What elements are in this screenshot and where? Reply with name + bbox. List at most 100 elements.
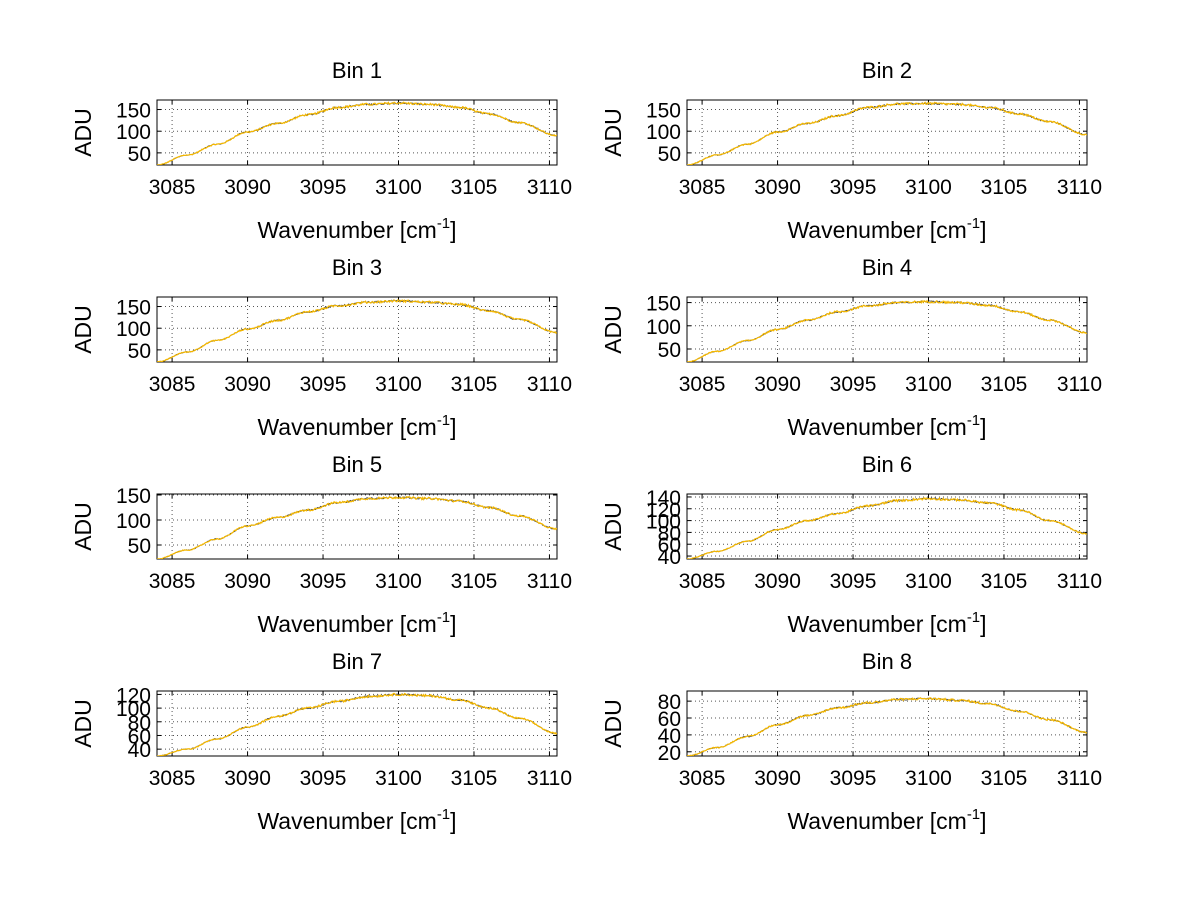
y-tick-label: 100 bbox=[116, 121, 151, 144]
y-tick-label: 50 bbox=[658, 143, 681, 166]
x-tick-label: 3110 bbox=[1057, 767, 1102, 790]
x-axis-label-close: ] bbox=[980, 611, 986, 637]
x-tick-label: 3110 bbox=[527, 570, 572, 593]
y-tick-label: 150 bbox=[116, 297, 151, 320]
x-axis-label: Wavenumber [cm-1] bbox=[787, 609, 986, 637]
y-tick-label: 150 bbox=[646, 100, 681, 123]
y-tick-label: 40 bbox=[658, 546, 681, 569]
x-tick-label: 3085 bbox=[149, 373, 196, 396]
series-line bbox=[157, 298, 557, 362]
x-tick-label: 3085 bbox=[149, 767, 196, 790]
x-tick-label: 3100 bbox=[375, 570, 422, 593]
axes-box bbox=[686, 296, 1088, 363]
x-axis-label: Wavenumber [cm-1] bbox=[257, 609, 456, 637]
y-tick-label: 100 bbox=[646, 511, 681, 534]
x-axis-label-main: Wavenumber [cm bbox=[257, 808, 436, 834]
y-tick-label: 60 bbox=[128, 725, 151, 748]
x-tick-label: 3105 bbox=[981, 373, 1028, 396]
series-line bbox=[687, 697, 1087, 756]
x-axis-label: Wavenumber [cm-1] bbox=[787, 215, 986, 243]
x-axis-label: Wavenumber [cm-1] bbox=[787, 806, 986, 834]
y-axis-label: ADU bbox=[70, 108, 96, 157]
x-tick-label: 3090 bbox=[754, 570, 801, 593]
x-tick-label: 3095 bbox=[830, 570, 877, 593]
x-axis-label-close: ] bbox=[980, 414, 986, 440]
y-axis-label: ADU bbox=[600, 699, 626, 748]
x-tick-label: 3110 bbox=[1057, 570, 1102, 593]
series-line bbox=[157, 692, 557, 756]
x-tick-label: 3095 bbox=[300, 570, 347, 593]
series-line bbox=[157, 495, 557, 559]
x-tick-label: 3110 bbox=[527, 176, 572, 199]
x-tick-label: 3105 bbox=[981, 570, 1028, 593]
axes-box bbox=[156, 99, 558, 166]
x-tick-label: 3090 bbox=[224, 767, 271, 790]
x-tick-label: 3085 bbox=[679, 767, 726, 790]
x-tick-label: 3090 bbox=[224, 570, 271, 593]
y-tick-label: 150 bbox=[646, 293, 681, 316]
x-axis-label: Wavenumber [cm-1] bbox=[257, 215, 456, 243]
y-axis-label: ADU bbox=[70, 305, 96, 354]
x-axis-label-close: ] bbox=[980, 808, 986, 834]
x-tick-label: 3105 bbox=[981, 767, 1028, 790]
subplot-title: Bin 8 bbox=[862, 649, 912, 674]
x-tick-label: 3110 bbox=[1057, 176, 1102, 199]
axes-box bbox=[156, 296, 558, 363]
x-axis-label: Wavenumber [cm-1] bbox=[257, 806, 456, 834]
y-tick-label: 100 bbox=[116, 510, 151, 533]
subplot-title: Bin 5 bbox=[332, 452, 382, 477]
y-tick-label: 100 bbox=[646, 121, 681, 144]
y-tick-label: 50 bbox=[128, 535, 151, 558]
subplot-title: Bin 4 bbox=[862, 255, 912, 280]
x-axis-label: Wavenumber [cm-1] bbox=[257, 412, 456, 440]
x-axis-label-sup: -1 bbox=[437, 609, 450, 626]
x-tick-label: 3085 bbox=[679, 176, 726, 199]
subplot-title: Bin 6 bbox=[862, 452, 912, 477]
subplot-title: Bin 1 bbox=[332, 58, 382, 83]
y-tick-label: 40 bbox=[128, 739, 151, 762]
series-line bbox=[157, 101, 557, 165]
x-tick-label: 3090 bbox=[754, 176, 801, 199]
x-tick-label: 3100 bbox=[905, 767, 952, 790]
x-tick-label: 3105 bbox=[451, 176, 498, 199]
x-tick-label: 3095 bbox=[300, 176, 347, 199]
y-axis-label: ADU bbox=[600, 305, 626, 354]
series-line bbox=[687, 496, 1087, 559]
y-tick-label: 80 bbox=[658, 522, 681, 545]
x-axis-label-main: Wavenumber [cm bbox=[787, 611, 966, 637]
y-tick-label: 60 bbox=[658, 534, 681, 557]
x-axis-label-sup: -1 bbox=[437, 215, 450, 232]
x-axis-label-sup: -1 bbox=[967, 806, 980, 823]
axes-box bbox=[156, 690, 558, 757]
x-tick-label: 3100 bbox=[375, 373, 422, 396]
y-axis-label: ADU bbox=[600, 502, 626, 551]
x-axis-label-main: Wavenumber [cm bbox=[787, 217, 966, 243]
x-axis-label-close: ] bbox=[450, 414, 456, 440]
y-tick-label: 20 bbox=[658, 742, 681, 765]
series-line bbox=[687, 101, 1087, 165]
y-tick-label: 100 bbox=[646, 316, 681, 339]
x-axis-label-main: Wavenumber [cm bbox=[787, 808, 966, 834]
y-tick-label: 100 bbox=[116, 318, 151, 341]
x-axis-label-sup: -1 bbox=[967, 609, 980, 626]
x-axis-label-sup: -1 bbox=[437, 806, 450, 823]
y-tick-label: 140 bbox=[646, 487, 681, 510]
x-axis-label-close: ] bbox=[450, 808, 456, 834]
subplot-title: Bin 7 bbox=[332, 649, 382, 674]
x-axis-label-close: ] bbox=[980, 217, 986, 243]
x-tick-label: 3100 bbox=[905, 570, 952, 593]
x-axis-label-main: Wavenumber [cm bbox=[257, 217, 436, 243]
x-tick-label: 3090 bbox=[754, 373, 801, 396]
x-tick-label: 3105 bbox=[981, 176, 1028, 199]
x-tick-label: 3085 bbox=[149, 570, 196, 593]
y-tick-label: 40 bbox=[658, 725, 681, 748]
x-tick-label: 3090 bbox=[754, 767, 801, 790]
x-tick-label: 3090 bbox=[224, 373, 271, 396]
y-tick-label: 50 bbox=[658, 339, 681, 362]
